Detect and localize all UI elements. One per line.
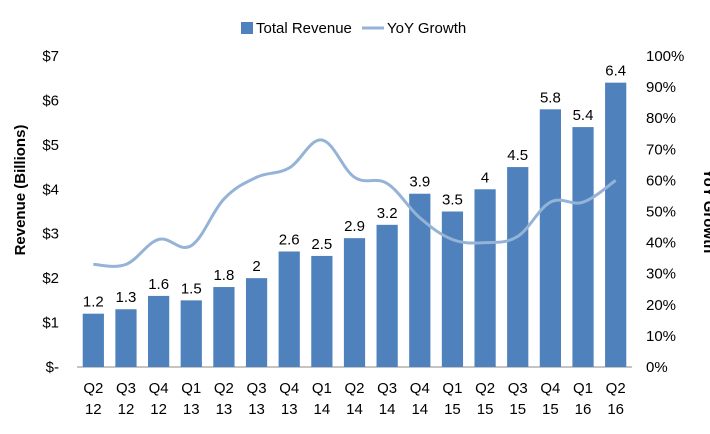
line-series — [93, 138, 617, 268]
bar — [311, 255, 333, 367]
bar-data-label: 6.4 — [605, 63, 626, 80]
right-tick-label: 100% — [646, 48, 684, 65]
x-tick-label: Q3 14 — [377, 380, 397, 418]
left-tick-label: $2 — [42, 270, 59, 287]
x-axis-ticks: Q2 12 Q3 12 Q4 12 Q1 13 Q2 13 Q3 13 Q4 13 Q1 14 Q2 14 Q3 14… — [83, 380, 625, 418]
right-tick-label: 30% — [646, 266, 676, 283]
bar-data-label: 1.8 — [213, 267, 234, 284]
bar-data-label: 1.5 — [181, 280, 202, 297]
right-axis-ticks: 0% 10% 20% 30% 40% 50% 60% 70% 80% 90% 100% — [646, 48, 684, 376]
bar — [245, 278, 268, 367]
bar — [572, 127, 594, 367]
right-tick-label: 60% — [646, 172, 676, 189]
x-tick-label: Q2 15 — [475, 380, 495, 418]
bar-data-label: 1.3 — [116, 289, 137, 306]
legend: Total Revenue YoY Growth — [241, 20, 466, 37]
legend-label-total-revenue: Total Revenue — [256, 20, 352, 37]
right-tick-label: 10% — [646, 328, 676, 345]
x-tick-label: Q1 13 — [181, 380, 201, 418]
x-tick-label: Q2 12 — [83, 380, 103, 418]
bar-series — [82, 82, 627, 368]
bar-data-label: 2.9 — [344, 218, 365, 235]
bar — [82, 313, 104, 367]
bar — [115, 309, 137, 367]
legend-swatch-total-revenue — [241, 22, 253, 34]
bar — [148, 295, 170, 367]
left-tick-label: $6 — [42, 92, 59, 109]
bar-data-label: 3.2 — [377, 205, 398, 222]
right-tick-label: 20% — [646, 297, 676, 314]
x-tick-label: Q3 15 — [508, 380, 528, 418]
x-tick-label: Q2 16 — [606, 380, 626, 418]
bar — [605, 82, 627, 368]
x-tick-label: Q1 15 — [442, 380, 462, 418]
bar-data-label: 4 — [481, 169, 489, 186]
axes: $- $1 $2 $3 $4 $5 $6 $7 0% 10% 20% 30% 40% 50% 60% 70%… — [12, 48, 710, 418]
bar — [180, 300, 202, 367]
right-tick-label: 80% — [646, 110, 676, 127]
x-tick-label: Q4 14 — [410, 380, 430, 418]
right-tick-label: 40% — [646, 235, 676, 252]
yoy-growth-line — [93, 138, 617, 268]
x-tick-label: Q4 12 — [149, 380, 169, 418]
bar — [376, 224, 398, 367]
right-tick-label: 70% — [646, 141, 676, 158]
bar — [213, 287, 235, 367]
bar-data-label: 3.5 — [442, 192, 463, 209]
bar-data-label: 5.4 — [573, 107, 594, 124]
bar-data-label: 2 — [252, 258, 260, 275]
y-axis-left-title: Revenue (Billions) — [12, 125, 29, 256]
y-axis-right-title: YoY Growth — [700, 169, 710, 253]
bar — [278, 251, 300, 367]
bar-data-labels: 1.2 1.3 1.6 1.5 1.8 2 2.6 2.5 2.9 3.2 3.9 3.5 4 4.5 5.… — [83, 63, 626, 311]
x-tick-label: Q3 12 — [116, 380, 136, 418]
left-axis-ticks: $- $1 $2 $3 $4 $5 $6 $7 — [42, 48, 59, 376]
left-tick-label: $3 — [42, 226, 59, 243]
bar-data-label: 2.5 — [311, 236, 332, 253]
x-tick-label: Q3 13 — [247, 380, 267, 418]
left-tick-label: $5 — [42, 137, 59, 154]
bar — [409, 193, 431, 367]
bar — [343, 238, 366, 367]
bar — [441, 211, 464, 367]
right-tick-label: 50% — [646, 204, 676, 221]
bar-data-label: 5.8 — [540, 89, 561, 106]
bar-data-label: 3.9 — [409, 174, 430, 191]
legend-label-yoy-growth: YoY Growth — [387, 20, 466, 37]
x-tick-label: Q1 16 — [573, 380, 593, 418]
left-tick-label: $7 — [42, 48, 59, 65]
left-tick-label: $4 — [42, 181, 59, 198]
x-tick-label: Q2 14 — [344, 380, 364, 418]
bar-data-label: 1.2 — [83, 294, 104, 311]
bar-data-label: 2.6 — [279, 231, 300, 248]
x-tick-label: Q2 13 — [214, 380, 234, 418]
x-tick-label: Q4 15 — [540, 380, 560, 418]
left-tick-label: $- — [46, 359, 59, 376]
bar-data-label: 4.5 — [507, 147, 528, 164]
bar — [507, 167, 529, 367]
bar — [474, 189, 496, 367]
right-tick-label: 90% — [646, 79, 676, 96]
bar-data-label: 1.6 — [148, 276, 169, 293]
x-tick-label: Q1 14 — [312, 380, 332, 418]
left-tick-label: $1 — [42, 315, 59, 332]
x-tick-label: Q4 13 — [279, 380, 299, 418]
right-tick-label: 0% — [646, 359, 668, 376]
bar — [539, 109, 561, 368]
